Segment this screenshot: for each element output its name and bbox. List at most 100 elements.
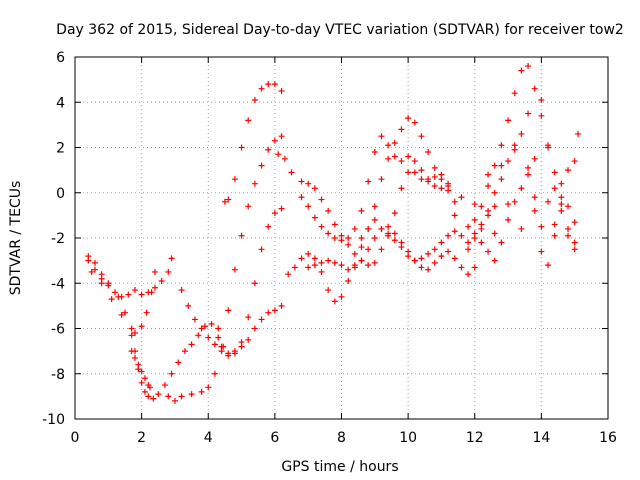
data-point xyxy=(211,370,218,377)
data-point xyxy=(398,244,405,251)
data-point xyxy=(471,264,478,271)
data-point xyxy=(498,176,505,183)
data-point xyxy=(178,393,185,400)
data-point xyxy=(485,171,492,178)
data-point xyxy=(438,253,445,260)
data-point xyxy=(125,291,132,298)
data-point xyxy=(311,255,318,262)
data-point xyxy=(151,284,158,291)
data-point xyxy=(571,158,578,165)
data-point xyxy=(231,350,238,357)
data-point xyxy=(225,307,232,314)
data-point xyxy=(525,164,532,171)
data-point xyxy=(128,325,135,332)
data-point xyxy=(505,201,512,208)
data-point xyxy=(385,223,392,230)
data-point xyxy=(251,180,258,187)
data-point xyxy=(98,271,105,278)
data-point xyxy=(146,384,153,391)
data-point xyxy=(278,87,285,94)
data-point xyxy=(445,182,452,189)
data-point xyxy=(518,67,525,74)
data-point xyxy=(465,246,472,253)
x-tick-label: 6 xyxy=(270,430,279,446)
data-point xyxy=(371,259,378,266)
data-point xyxy=(135,361,142,368)
data-point xyxy=(141,375,148,382)
data-point xyxy=(511,90,518,97)
data-point xyxy=(445,248,452,255)
data-point xyxy=(545,198,552,205)
data-point xyxy=(298,194,305,201)
data-point xyxy=(128,348,135,355)
data-point xyxy=(418,255,425,262)
data-point xyxy=(418,167,425,174)
data-point xyxy=(198,325,205,332)
y-axis-label: SDTVAR / TECUs xyxy=(8,181,24,296)
data-point xyxy=(378,246,385,253)
data-point xyxy=(505,117,512,124)
y-tick-label: 2 xyxy=(56,141,65,157)
data-point xyxy=(365,178,372,185)
data-point xyxy=(458,232,465,239)
data-point xyxy=(215,334,222,341)
data-point xyxy=(91,259,98,266)
data-point xyxy=(358,244,365,251)
series-track-16 xyxy=(485,158,578,269)
data-point xyxy=(438,185,445,192)
x-tick-label: 16 xyxy=(599,430,617,446)
data-point xyxy=(131,287,138,294)
data-point xyxy=(278,205,285,212)
data-point xyxy=(288,169,295,176)
data-point xyxy=(471,216,478,223)
data-point xyxy=(471,230,478,237)
data-point xyxy=(265,223,272,230)
data-point xyxy=(185,302,192,309)
data-point xyxy=(571,219,578,226)
data-point xyxy=(231,266,238,273)
data-point xyxy=(531,194,538,201)
data-point xyxy=(385,232,392,239)
data-point xyxy=(425,176,432,183)
data-point xyxy=(411,169,418,176)
data-point xyxy=(385,155,392,162)
data-point xyxy=(245,117,252,124)
data-point xyxy=(221,198,228,205)
data-point xyxy=(165,393,172,400)
data-point xyxy=(285,271,292,278)
data-point xyxy=(325,230,332,237)
data-point xyxy=(385,142,392,149)
data-point xyxy=(271,307,278,314)
data-point xyxy=(178,287,185,294)
data-point xyxy=(278,302,285,309)
data-point xyxy=(571,239,578,246)
data-point xyxy=(465,223,472,230)
data-point xyxy=(150,395,157,402)
data-point xyxy=(121,309,128,316)
series-track-14 xyxy=(451,96,578,246)
series-track-1 xyxy=(85,257,222,402)
data-point xyxy=(251,325,258,332)
data-point xyxy=(551,221,558,228)
x-tick-label: 4 xyxy=(204,430,213,446)
data-point xyxy=(371,149,378,156)
data-point xyxy=(565,167,572,174)
data-point xyxy=(318,259,325,266)
data-point xyxy=(155,391,162,398)
data-point xyxy=(505,158,512,165)
data-point xyxy=(108,296,115,303)
data-point xyxy=(143,309,150,316)
data-point xyxy=(458,194,465,201)
data-point xyxy=(111,289,118,296)
data-point xyxy=(451,212,458,219)
data-point xyxy=(545,262,552,269)
data-point xyxy=(498,142,505,149)
data-point xyxy=(251,96,258,103)
data-point xyxy=(391,230,398,237)
y-tick-label: 0 xyxy=(56,186,65,202)
data-point xyxy=(518,225,525,232)
data-point xyxy=(398,185,405,192)
data-point xyxy=(451,228,458,235)
data-point xyxy=(518,185,525,192)
